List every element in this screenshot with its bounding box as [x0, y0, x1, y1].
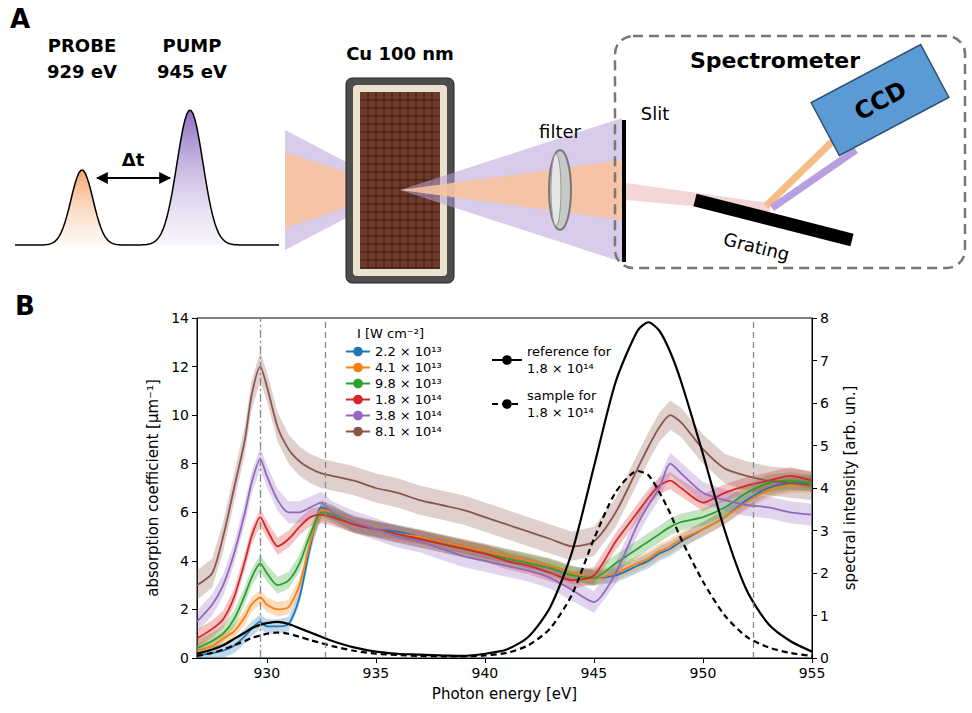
- svg-text:3: 3: [820, 523, 829, 539]
- svg-text:B: B: [15, 291, 35, 321]
- svg-text:6: 6: [180, 504, 189, 520]
- svg-text:955: 955: [799, 665, 826, 681]
- svg-text:PROBE: PROBE: [48, 35, 116, 56]
- svg-text:Spectrometer: Spectrometer: [690, 48, 860, 73]
- svg-text:929 eV: 929 eV: [47, 61, 117, 82]
- svg-text:Grating: Grating: [721, 228, 791, 265]
- svg-text:reference for: reference for: [527, 344, 612, 359]
- svg-text:2: 2: [180, 601, 189, 617]
- svg-text:filter: filter: [539, 121, 581, 142]
- svg-text:Δt: Δt: [122, 149, 145, 170]
- svg-text:sample for: sample for: [527, 388, 597, 403]
- svg-text:0: 0: [180, 650, 189, 666]
- svg-text:950: 950: [690, 665, 717, 681]
- svg-text:930: 930: [253, 665, 280, 681]
- svg-text:2: 2: [820, 565, 829, 581]
- svg-text:4.1 × 10¹³: 4.1 × 10¹³: [375, 360, 442, 375]
- svg-text:8: 8: [820, 310, 829, 326]
- svg-text:0: 0: [820, 650, 829, 666]
- svg-text:6: 6: [820, 395, 829, 411]
- svg-text:Slit: Slit: [641, 103, 670, 124]
- svg-text:945 eV: 945 eV: [157, 61, 227, 82]
- svg-text:spectral intensity [arb. un.]: spectral intensity [arb. un.]: [841, 386, 859, 591]
- svg-text:7: 7: [820, 353, 829, 369]
- svg-text:absorption coefficient [μm⁻¹]: absorption coefficient [μm⁻¹]: [144, 379, 162, 597]
- svg-text:940: 940: [472, 665, 499, 681]
- svg-text:10: 10: [171, 407, 189, 423]
- svg-text:A: A: [10, 4, 30, 34]
- svg-text:3.8 × 10¹⁴: 3.8 × 10¹⁴: [375, 408, 442, 423]
- svg-text:Photon energy [eV]: Photon energy [eV]: [432, 685, 577, 703]
- svg-text:935: 935: [362, 665, 389, 681]
- svg-text:14: 14: [171, 310, 189, 326]
- svg-text:4: 4: [180, 553, 189, 569]
- svg-text:5: 5: [820, 438, 829, 454]
- svg-text:PUMP: PUMP: [163, 35, 222, 56]
- svg-text:2.2 × 10¹³: 2.2 × 10¹³: [375, 344, 442, 359]
- svg-text:945: 945: [581, 665, 608, 681]
- svg-text:I [W cm⁻²]: I [W cm⁻²]: [357, 326, 424, 341]
- svg-text:8: 8: [180, 456, 189, 472]
- svg-text:1: 1: [820, 608, 829, 624]
- svg-text:1.8 × 10¹⁴: 1.8 × 10¹⁴: [527, 361, 594, 376]
- svg-text:8.1 × 10¹⁴: 8.1 × 10¹⁴: [375, 424, 442, 439]
- svg-text:1.8 × 10¹⁴: 1.8 × 10¹⁴: [527, 405, 594, 420]
- svg-text:9.8 × 10¹³: 9.8 × 10¹³: [375, 376, 442, 391]
- svg-text:12: 12: [171, 359, 189, 375]
- svg-text:Cu 100 nm: Cu 100 nm: [346, 43, 454, 64]
- svg-text:CCD: CCD: [850, 76, 912, 127]
- svg-text:1.8 × 10¹⁴: 1.8 × 10¹⁴: [375, 392, 442, 407]
- svg-text:4: 4: [820, 480, 829, 496]
